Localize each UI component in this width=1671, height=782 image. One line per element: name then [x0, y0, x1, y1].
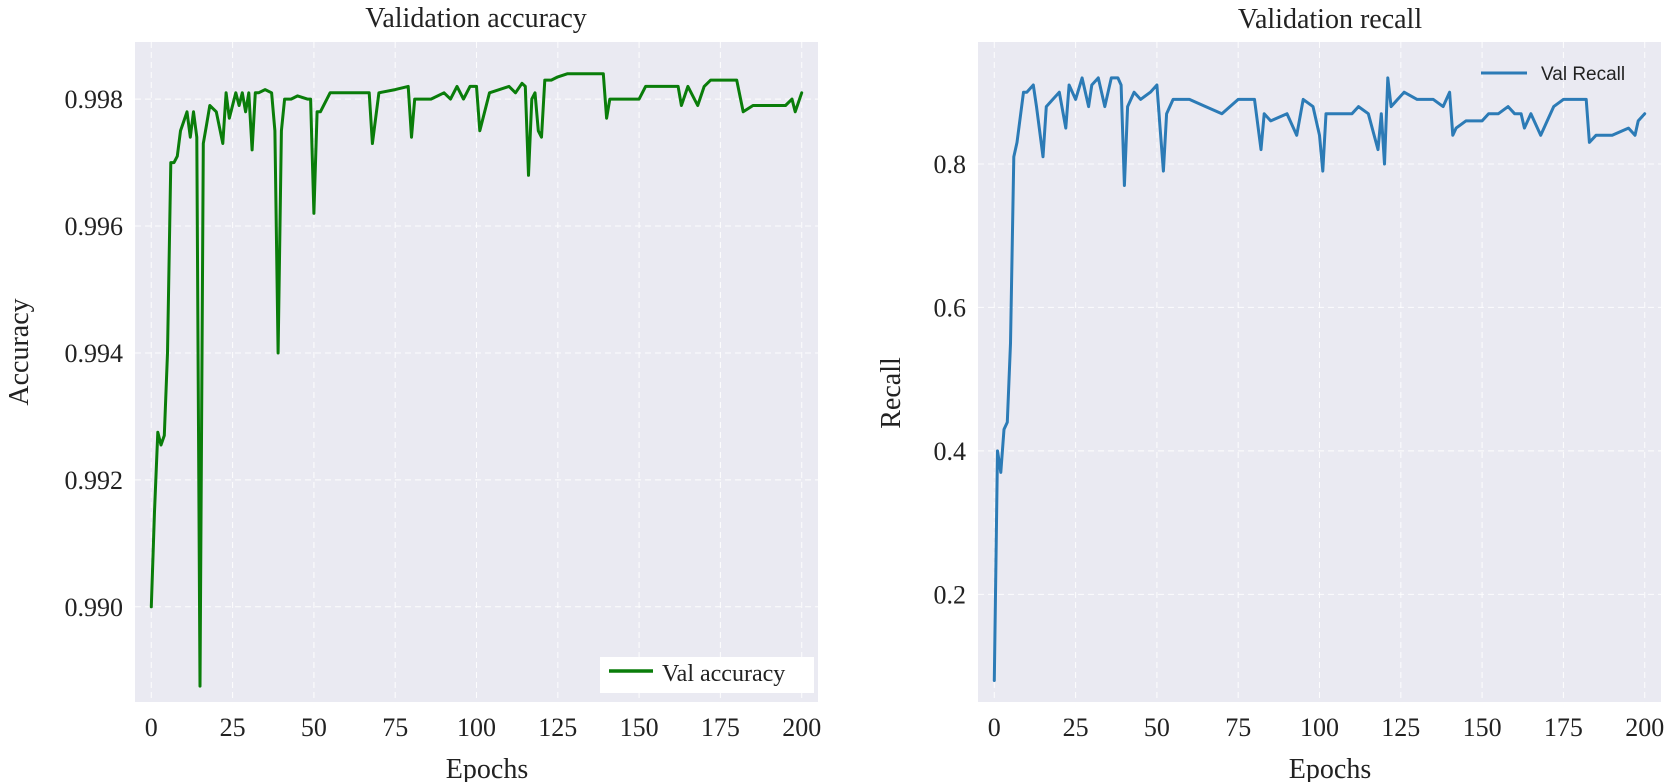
recall-x-tick-label: 200	[1625, 713, 1664, 742]
recall-y-tick-label: 0.4	[934, 437, 967, 466]
recall-y-tick-label: 0.6	[934, 293, 967, 322]
accuracy-x-tick-label: 175	[701, 713, 740, 742]
accuracy-y-tick-label: 0.996	[65, 212, 124, 241]
recall-x-tick-label: 150	[1463, 713, 1502, 742]
recall-y-axis-label: Recall	[876, 357, 907, 429]
accuracy-x-tick-label: 50	[301, 713, 327, 742]
recall-x-tick-label: 0	[988, 713, 1001, 742]
recall-chart: 0 25 50 75 100 125 150 175 200 0.2 0.4 0.6 0.8 Valid…	[876, 4, 1664, 782]
recall-x-tick-label: 175	[1544, 713, 1583, 742]
accuracy-chart-title: Validation accuracy	[365, 3, 587, 34]
accuracy-legend-box	[600, 657, 814, 693]
accuracy-chart: 0 25 50 75 100 125 150 175 200 0.990 0.992 0.994 0.9…	[4, 3, 821, 782]
accuracy-y-tick-label: 0.994	[65, 339, 124, 368]
recall-y-tick-label: 0.2	[934, 580, 967, 609]
recall-x-tick-label: 50	[1144, 713, 1170, 742]
recall-y-tick-label: 0.8	[934, 150, 967, 179]
recall-x-tick-label: 100	[1300, 713, 1339, 742]
accuracy-x-tick-label: 125	[538, 713, 577, 742]
accuracy-y-tick-label: 0.992	[65, 466, 124, 495]
recall-x-tick-label: 25	[1063, 713, 1089, 742]
accuracy-x-tick-label: 75	[382, 713, 408, 742]
accuracy-x-tick-label: 0	[145, 713, 158, 742]
accuracy-x-tick-label: 100	[457, 713, 496, 742]
recall-x-axis-label: Epochs	[1289, 754, 1371, 782]
accuracy-y-tick-label: 0.998	[65, 85, 124, 114]
recall-chart-title: Validation recall	[1238, 4, 1422, 35]
accuracy-y-tick-label: 0.990	[65, 593, 124, 622]
accuracy-x-tick-label: 25	[220, 713, 246, 742]
accuracy-x-tick-label: 150	[620, 713, 659, 742]
recall-legend-label: Val Recall	[1541, 64, 1625, 85]
accuracy-x-axis-label: Epochs	[446, 754, 528, 782]
accuracy-series-line	[149, 72, 804, 688]
accuracy-y-axis-label: Accuracy	[4, 298, 35, 405]
recall-x-tick-label: 125	[1381, 713, 1420, 742]
recall-x-tick-label: 75	[1225, 713, 1251, 742]
recall-series-line	[992, 76, 1647, 682]
accuracy-x-tick-label: 200	[782, 713, 821, 742]
recall-legend: Val Recall	[1481, 64, 1625, 85]
accuracy-legend: Val accuracy	[600, 657, 814, 693]
accuracy-legend-label: Val accuracy	[662, 661, 785, 687]
